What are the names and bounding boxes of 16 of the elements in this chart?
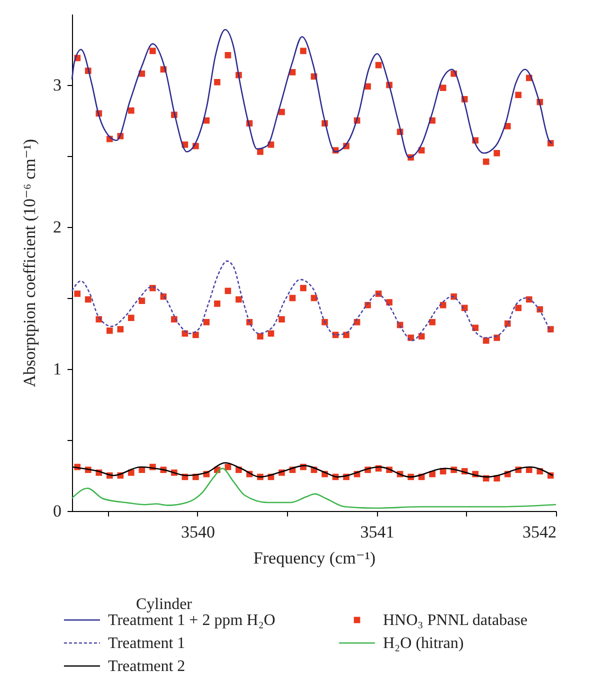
legend-label: H₂O (hitran) bbox=[383, 635, 464, 652]
y-axis-title: Absorptpion coefficient (10⁻⁶ cm⁻¹) bbox=[20, 138, 39, 388]
legend-label: Treatment 1 + 2 ppm H₂O bbox=[108, 612, 276, 629]
y-tick-label: 1 bbox=[53, 360, 62, 378]
y-tick-label: 2 bbox=[53, 218, 62, 236]
x-tick-label: 3542 bbox=[522, 522, 556, 542]
x-axis-title: Frequency (cm⁻¹) bbox=[253, 548, 376, 568]
x-tick-label: 3541 bbox=[360, 522, 394, 542]
y-tick-label: 3 bbox=[53, 76, 62, 94]
legend-label: Treatment 1 bbox=[108, 635, 186, 652]
y-tick-label: 0 bbox=[53, 502, 62, 520]
line-series bbox=[71, 468, 557, 509]
legend-label: HNO₃ PNNL database bbox=[383, 612, 528, 629]
legend-label: Treatment 2 bbox=[108, 658, 186, 675]
x-tick-label: 3540 bbox=[180, 522, 215, 542]
legend-title: Cylinder bbox=[136, 596, 193, 613]
